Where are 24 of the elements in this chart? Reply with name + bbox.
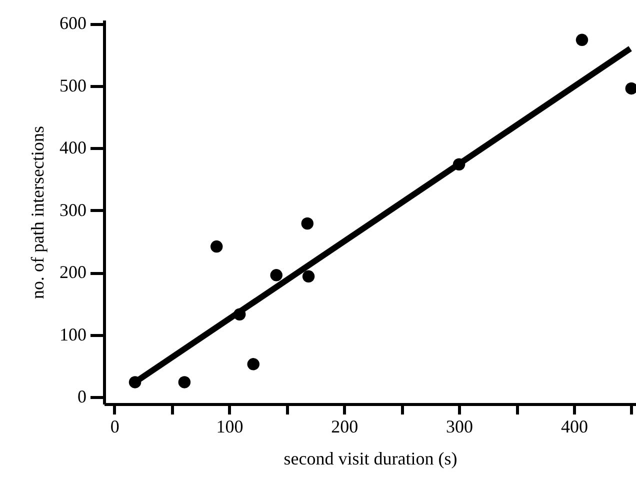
y-tick-label: 100 — [60, 324, 86, 344]
x-tick-label: 300 — [446, 416, 474, 436]
y-tick-label: 500 — [60, 75, 86, 96]
x-axis-title: second visit duration (s) — [284, 448, 458, 468]
x-tick-label: 0 — [110, 416, 120, 436]
x-tick-label: 100 — [216, 416, 244, 436]
point — [452, 158, 466, 170]
y-tick-label: 200 — [60, 262, 86, 282]
point — [270, 269, 282, 282]
point — [302, 270, 315, 283]
point — [210, 240, 223, 253]
x-tick-label: 400 — [560, 416, 588, 436]
point — [247, 358, 260, 370]
point — [128, 376, 142, 388]
point — [233, 308, 246, 320]
point — [576, 34, 588, 46]
y-tick-label: 400 — [60, 138, 86, 158]
y-tick-label: 600 — [60, 13, 86, 34]
point — [178, 376, 191, 388]
y-tick-label: 0 — [78, 386, 86, 407]
x-tick-label: 200 — [331, 416, 358, 436]
point — [301, 217, 314, 230]
y-tick-label: 300 — [60, 200, 86, 220]
y-axis-title: no. of path intersections — [28, 126, 48, 299]
